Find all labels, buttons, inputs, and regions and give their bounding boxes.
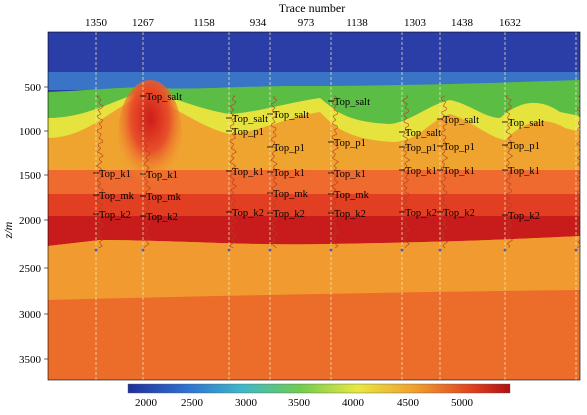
depth-tick-label: 2500 <box>19 263 42 275</box>
well-top-label: Top_k2 <box>146 212 178 223</box>
colorbar <box>127 383 511 394</box>
well-log-trace <box>402 95 411 249</box>
well-top-label: Top_mk <box>99 191 135 202</box>
well-top-label: Top_salt <box>405 128 441 139</box>
well-top-label: Top_k1 <box>232 167 264 178</box>
trace-tick-label: 1350 <box>85 17 108 29</box>
well-top-label: Top_k1 <box>146 170 178 181</box>
trace-number-ticks: 1350 1267 1158 934 973 1138 1303 1438 1632 <box>85 17 521 36</box>
well-log-trace <box>142 95 152 249</box>
well-end-marker <box>227 248 231 252</box>
well-top-label: Top_k2 <box>405 208 437 219</box>
well-end-marker <box>574 248 578 252</box>
well-end-marker <box>94 248 98 252</box>
depth-tick-label: 1500 <box>19 170 42 182</box>
well-top-label: Top_salt <box>273 110 309 121</box>
well-end-marker <box>268 248 272 252</box>
well-top-label: Top_p1 <box>508 141 540 152</box>
trace-tick-label: 1267 <box>132 17 155 29</box>
well-top-label: Top_k1 <box>443 166 475 177</box>
trace-tick-label: 1138 <box>346 17 368 29</box>
trace-tick-label: 973 <box>298 17 315 29</box>
trace-tick-label: 1303 <box>404 17 427 29</box>
well-top-label: Top_k2 <box>334 209 366 220</box>
well-log-trace <box>330 95 339 249</box>
deep-red-band <box>48 216 580 246</box>
well-top-label: Top_p1 <box>443 142 475 153</box>
well-log-trace <box>505 95 514 249</box>
well-top-label: Top_k1 <box>334 169 366 180</box>
well-end-marker <box>503 248 507 252</box>
well-top-label: Top_salt <box>443 115 479 126</box>
well-top-label: Top_k2 <box>443 208 475 219</box>
trace-tick-label: 1632 <box>499 17 521 29</box>
well-top-label: Top_k1 <box>508 166 540 177</box>
depth-tick-label: 3000 <box>19 309 42 321</box>
depth-ticks: 500 1000 1500 2000 2500 3000 3500 <box>19 82 48 366</box>
trace-tick-label: 1438 <box>451 17 474 29</box>
well-top-label: Top_k2 <box>232 208 264 219</box>
well-top-label: Top_k1 <box>405 166 437 177</box>
well-end-marker <box>438 248 442 252</box>
trace-tick-label: 934 <box>250 17 267 29</box>
well-end-marker <box>400 248 404 252</box>
colorbar-tick-label: 4500 <box>397 397 420 409</box>
plot-frame <box>47 31 581 381</box>
well-end-marker <box>329 248 333 252</box>
velocity-model: Top_k1 Top_mk Top_k2 Top_salt Top_k1 Top_mk To… <box>48 32 580 380</box>
depth-tick-label: 1000 <box>19 126 42 138</box>
well-top-label: Top_salt <box>334 97 370 108</box>
well-top-label: Top_salt <box>146 92 182 103</box>
well-log-trace <box>95 95 104 249</box>
colorbar-tick-label: 3500 <box>288 397 311 409</box>
deep-basement-layer <box>48 290 580 380</box>
colorbar-tick-label: 2000 <box>135 397 158 409</box>
trace-tick-label: 1158 <box>193 17 215 29</box>
colorbar-tick-label: 4000 <box>342 397 365 409</box>
well-top-label: Top_salt <box>232 114 268 125</box>
well-log-trace <box>440 95 449 249</box>
well-top-label: Top_k1 <box>99 169 131 180</box>
depth-tick-label: 2000 <box>19 215 42 227</box>
top-axis-title: Trace number <box>279 1 346 15</box>
well-top-label: Top_p1 <box>405 143 437 154</box>
well-top-label: Top_p1 <box>334 138 366 149</box>
well-end-marker <box>141 248 145 252</box>
well-top-label: Top_p1 <box>232 127 264 138</box>
colorbar-tick-label: 5000 <box>451 397 474 409</box>
well-top-label: Top_mk <box>334 190 370 201</box>
well-top-label: Top_k2 <box>508 211 540 222</box>
well-top-label: Top_p1 <box>273 143 305 154</box>
well-top-label: Top_k2 <box>99 210 131 221</box>
well-top-label: Top_k2 <box>273 209 305 220</box>
well-top-label: Top_k1 <box>273 168 305 179</box>
colorbar-tick-label: 2500 <box>181 397 204 409</box>
depth-tick-label: 500 <box>25 82 42 94</box>
left-axis-title: z/m <box>1 221 15 239</box>
red-band <box>48 194 580 216</box>
colorbar-tick-label: 3000 <box>235 397 258 409</box>
well-top-labels: Top_k1 Top_mk Top_k2 Top_salt Top_k1 Top_mk To… <box>93 92 544 223</box>
well-top-label: Top_mk <box>146 192 182 203</box>
well-log-trace <box>228 95 237 249</box>
well-top-label: Top_salt <box>508 118 544 129</box>
well-log-trace <box>269 95 278 249</box>
salt-dome <box>118 80 182 190</box>
colorbar-ticks: 2000 2500 3000 3500 4000 4500 5000 <box>135 397 474 409</box>
depth-tick-label: 3500 <box>19 354 42 366</box>
well-top-label: Top_mk <box>273 189 309 200</box>
